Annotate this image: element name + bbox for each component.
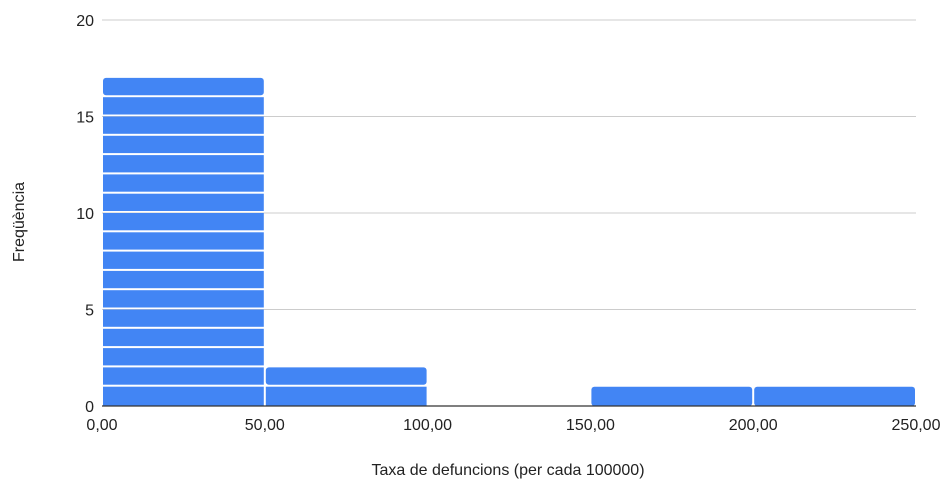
y-tick-label: 0 (85, 399, 94, 416)
histogram-bar-unit (103, 348, 264, 366)
histogram-bar-unit (591, 386, 753, 406)
histogram-bar-unit (103, 135, 264, 154)
histogram-bar (103, 77, 264, 406)
histogram-bar-unit (103, 193, 264, 211)
histogram-bar-unit (103, 97, 264, 115)
x-tick-label: 200,00 (729, 417, 778, 434)
histogram-bar-unit (103, 328, 264, 347)
histogram-bar-unit (103, 155, 264, 173)
x-tick-label: 50,00 (245, 417, 285, 434)
histogram-bar-unit (103, 77, 264, 96)
y-tick-label: 15 (76, 110, 94, 127)
histogram-bar-unit (103, 367, 264, 385)
histogram-bar-unit (103, 290, 264, 308)
histogram-bar-unit (265, 367, 427, 385)
histogram-bar-unit (103, 174, 264, 192)
histogram-bar-unit (103, 251, 264, 269)
y-axis-title: Freqüència (11, 182, 28, 262)
y-tick-label: 20 (76, 13, 94, 30)
histogram-bar-unit (103, 232, 264, 250)
y-tick-label: 5 (85, 303, 94, 320)
x-axis-title: Taxa de defuncions (per cada 100000) (371, 462, 644, 479)
histogram-bar-unit (103, 116, 264, 134)
histogram-bar-unit (103, 386, 264, 406)
histogram-bar (754, 386, 915, 406)
histogram-bar-unit (103, 270, 264, 289)
histogram-bar (591, 386, 753, 406)
x-tick-label: 250,00 (892, 417, 941, 434)
x-tick-label: 150,00 (566, 417, 615, 434)
histogram-bar-unit (103, 309, 264, 327)
x-tick-label: 100,00 (403, 417, 452, 434)
histogram-bar-unit (103, 213, 264, 231)
x-tick-label: 0,00 (86, 417, 117, 434)
histogram-bar-unit (265, 386, 427, 406)
histogram-bar-unit (754, 386, 915, 406)
y-tick-label: 10 (76, 206, 94, 223)
bars (103, 77, 915, 406)
histogram-bar (265, 367, 427, 406)
